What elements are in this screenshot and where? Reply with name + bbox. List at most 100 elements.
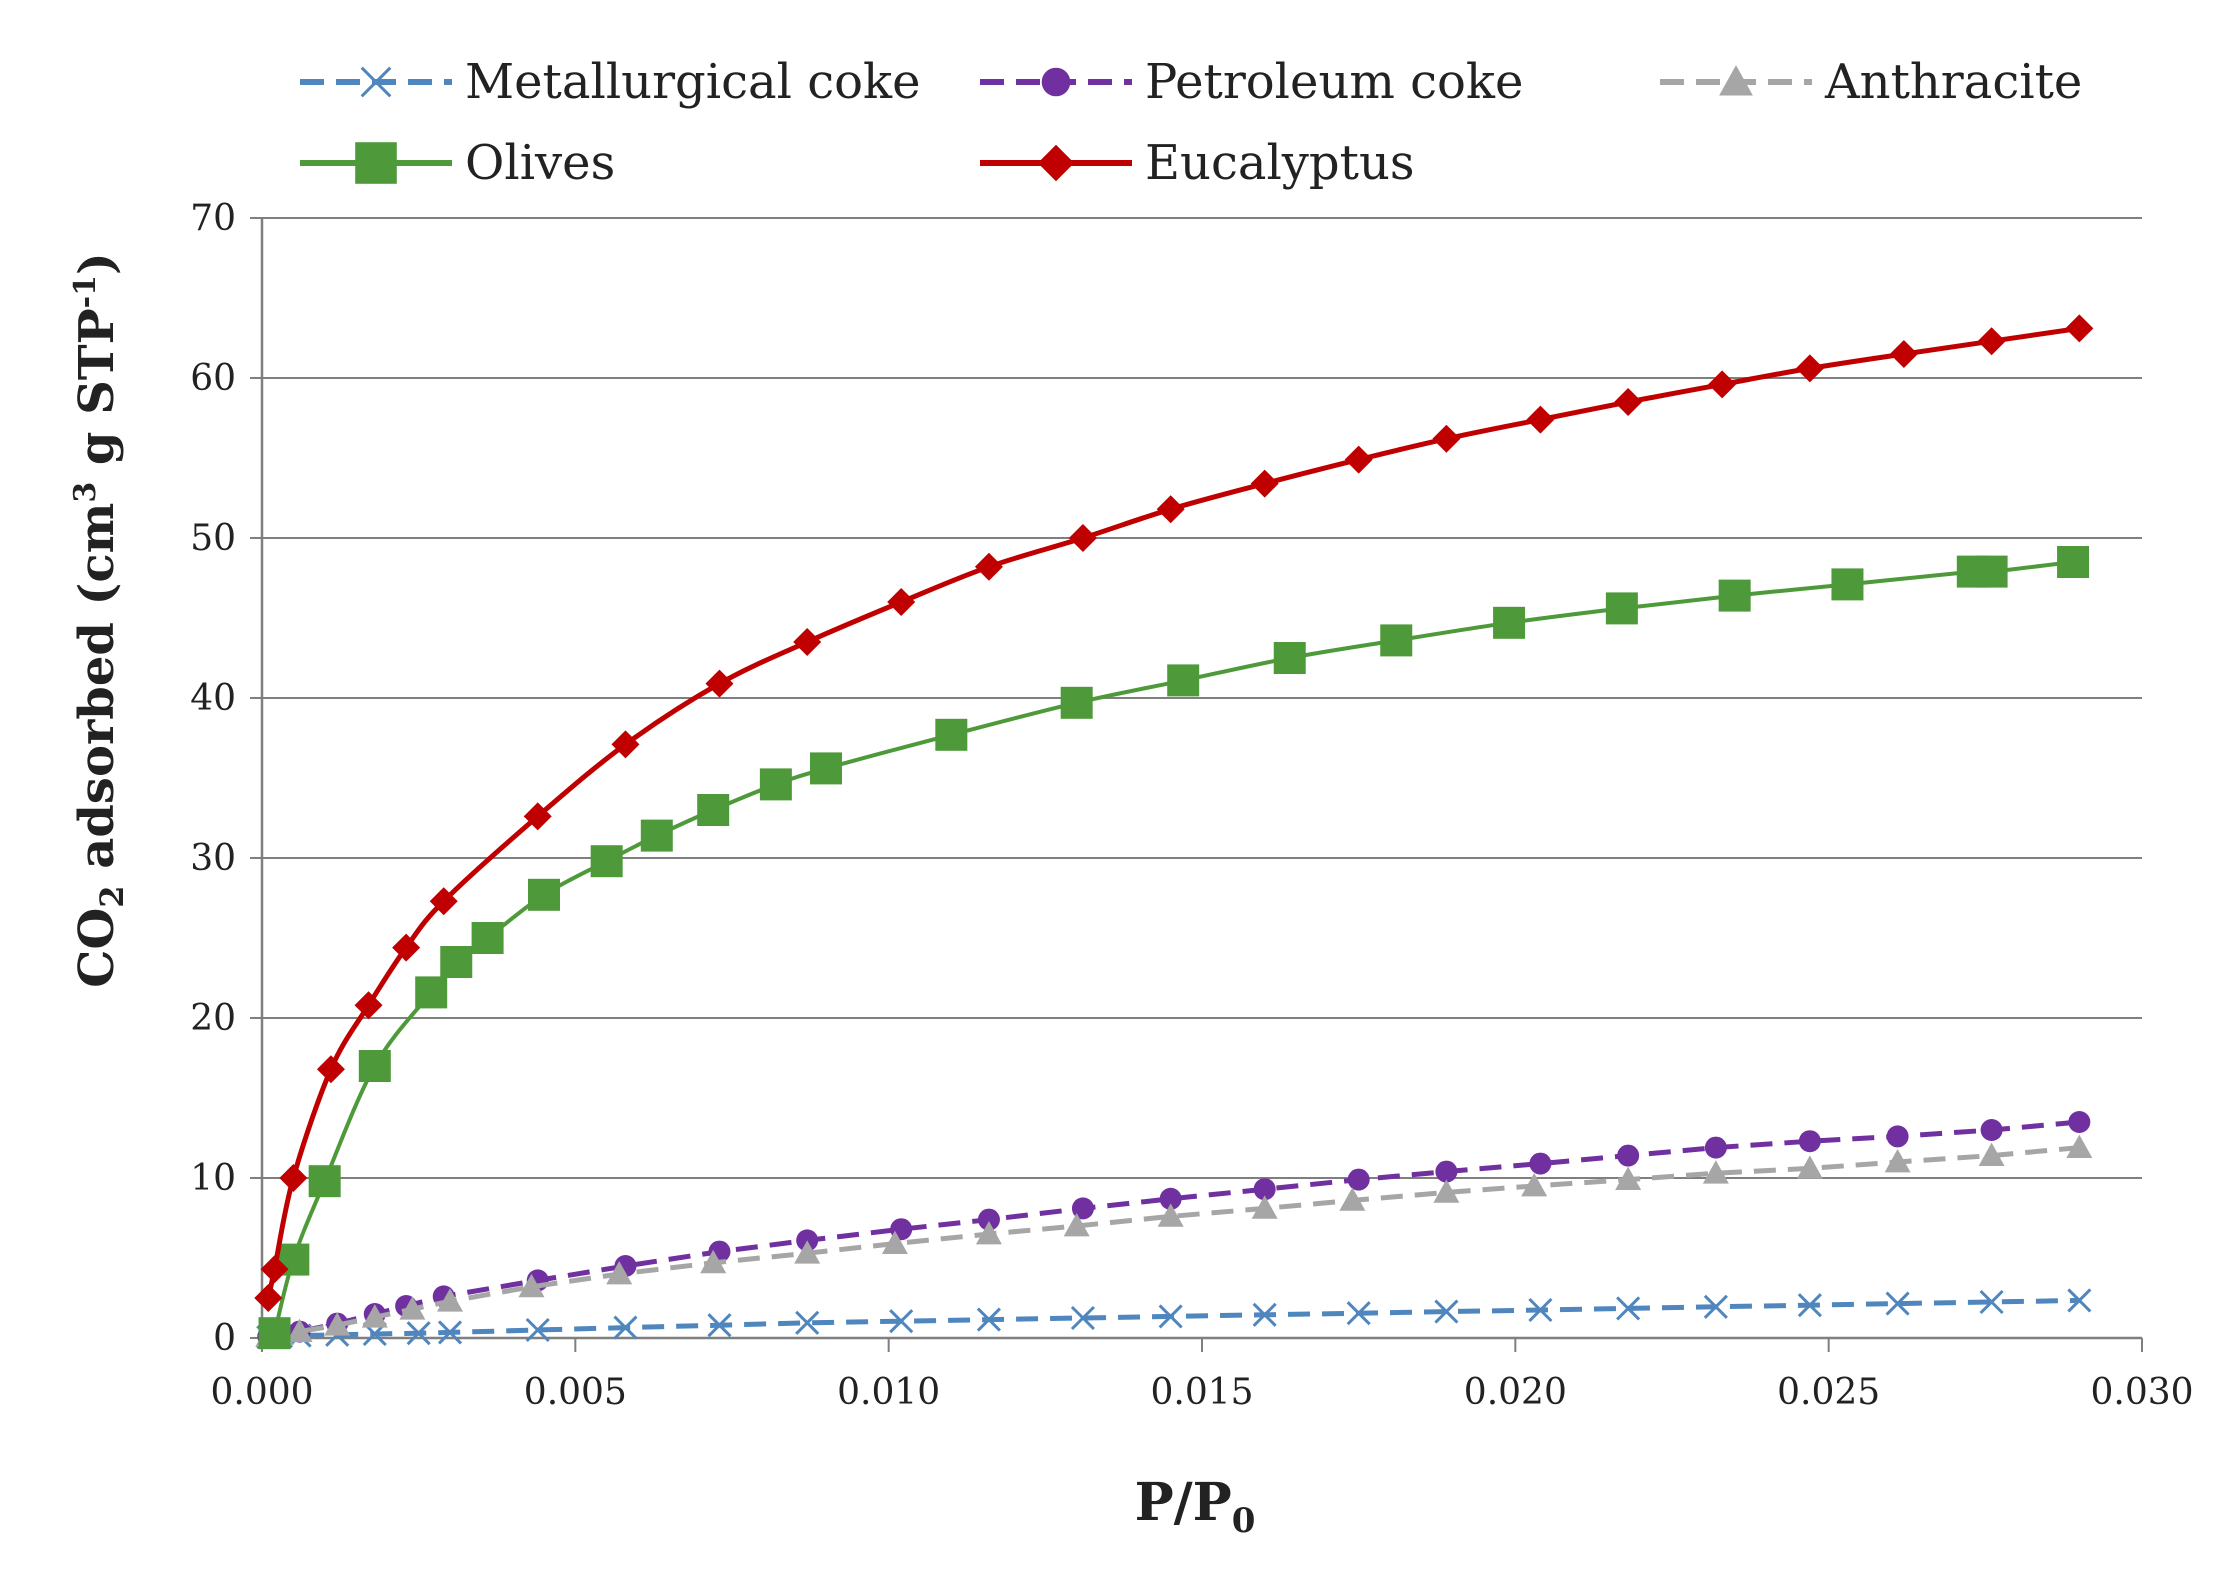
x-tick-label: 0.030 bbox=[2090, 1372, 2193, 1413]
y-axis-title-sup1: 3 bbox=[68, 482, 103, 503]
data-point-olives-7 bbox=[528, 878, 560, 911]
data-point-eucalyptus-1 bbox=[260, 1255, 289, 1284]
data-point-anthracite-17 bbox=[1433, 1179, 1460, 1203]
data-point-olives-24 bbox=[2057, 546, 2090, 578]
legend-label-olives: Olives bbox=[465, 135, 615, 191]
y-axis-title-sub1: 2 bbox=[93, 885, 131, 907]
data-point-metallurgical-coke-10 bbox=[795, 1310, 820, 1335]
data-point-petroleum-coke-16 bbox=[1347, 1168, 1370, 1191]
data-point-anthracite-8 bbox=[606, 1261, 633, 1285]
data-point-anthracite-16 bbox=[1339, 1187, 1366, 1211]
data-point-olives-0 bbox=[258, 1317, 291, 1350]
data-point-metallurgical-coke-9 bbox=[707, 1313, 732, 1338]
data-point-olives-5 bbox=[440, 946, 473, 978]
x-tick-label: 0.005 bbox=[524, 1372, 627, 1413]
data-point-petroleum-coke-20 bbox=[1704, 1136, 1727, 1159]
data-point-metallurgical-coke-5 bbox=[406, 1321, 431, 1346]
data-point-petroleum-coke-14 bbox=[1159, 1187, 1182, 1210]
data-point-anthracite-22 bbox=[1884, 1149, 1911, 1173]
data-point-eucalyptus-18 bbox=[1526, 405, 1555, 434]
data-point-olives-9 bbox=[640, 819, 673, 852]
data-point-olives-4 bbox=[415, 976, 448, 1009]
x-tick-label: 0.020 bbox=[1464, 1372, 1567, 1413]
data-point-eucalyptus-21 bbox=[1795, 354, 1824, 383]
data-point-eucalyptus-2 bbox=[279, 1164, 308, 1192]
data-point-metallurgical-coke-22 bbox=[1885, 1291, 1910, 1316]
data-point-metallurgical-coke-20 bbox=[1703, 1294, 1728, 1319]
data-point-olives-23 bbox=[1975, 555, 2008, 588]
data-point-metallurgical-coke-12 bbox=[976, 1307, 1001, 1332]
data-point-anthracite-13 bbox=[1063, 1213, 1090, 1237]
data-point-petroleum-coke-19 bbox=[1617, 1144, 1640, 1167]
series-layer bbox=[254, 314, 2094, 1350]
legend-marker-metallurgical-coke bbox=[360, 66, 392, 98]
gridlines bbox=[262, 217, 2142, 1179]
data-point-eucalyptus-22 bbox=[1889, 340, 1918, 368]
data-point-eucalyptus-14 bbox=[1156, 495, 1185, 524]
data-point-metallurgical-coke-19 bbox=[1616, 1296, 1641, 1321]
x-tick-label: 0.015 bbox=[1150, 1372, 1253, 1413]
data-point-petroleum-coke-17 bbox=[1435, 1160, 1458, 1183]
data-point-anthracite-10 bbox=[794, 1240, 821, 1264]
data-point-olives-14 bbox=[1060, 686, 1093, 719]
legend-marker-petroleum-coke bbox=[1041, 67, 1071, 97]
y-tick-label: 70 bbox=[190, 198, 236, 239]
data-point-metallurgical-coke-6 bbox=[437, 1320, 463, 1345]
legend-item-petroleum-coke: Petroleum coke bbox=[980, 54, 1523, 110]
legend-label-anthracite: Anthracite bbox=[1824, 54, 2082, 110]
series-eucalyptus bbox=[254, 314, 2094, 1312]
data-point-petroleum-coke-23 bbox=[1980, 1119, 2003, 1141]
y-axis-title-part2: adsorbed (cm bbox=[69, 503, 125, 869]
data-point-olives-16 bbox=[1273, 642, 1306, 674]
data-point-metallurgical-coke-21 bbox=[1797, 1293, 1822, 1318]
y-tick-label: 50 bbox=[190, 518, 236, 559]
data-point-metallurgical-coke-11 bbox=[889, 1309, 914, 1334]
axes: 0 10 20 30 40 50 60 70 0.000 0.005 0.010 0.015 0.020… bbox=[190, 198, 2193, 1413]
data-point-petroleum-coke-13 bbox=[1071, 1197, 1094, 1220]
data-point-eucalyptus-6 bbox=[429, 887, 458, 916]
data-point-petroleum-coke-18 bbox=[1529, 1152, 1552, 1175]
data-point-eucalyptus-9 bbox=[705, 669, 734, 698]
series-metallurgical-coke bbox=[256, 1288, 2092, 1350]
data-point-metallurgical-coke-14 bbox=[1158, 1304, 1183, 1329]
data-point-olives-18 bbox=[1493, 606, 1526, 639]
legend-marker-eucalyptus bbox=[1037, 144, 1075, 182]
data-point-anthracite-3 bbox=[324, 1312, 351, 1336]
data-point-anthracite-6 bbox=[437, 1288, 463, 1312]
y-tick-label: 60 bbox=[190, 358, 236, 399]
data-point-eucalyptus-11 bbox=[887, 588, 916, 616]
x-tick-label: 0.010 bbox=[837, 1372, 940, 1413]
data-point-eucalyptus-16 bbox=[1344, 445, 1373, 474]
data-point-olives-15 bbox=[1167, 664, 1200, 697]
data-point-eucalyptus-10 bbox=[793, 628, 822, 656]
data-point-metallurgical-coke-17 bbox=[1434, 1299, 1459, 1324]
data-point-anthracite-19 bbox=[1615, 1166, 1642, 1190]
series-olives bbox=[258, 546, 2090, 1350]
legend-label-eucalyptus: Eucalyptus bbox=[1145, 135, 1414, 191]
data-point-olives-11 bbox=[759, 768, 792, 801]
y-tick-label: 30 bbox=[190, 838, 236, 879]
legend-label-metallurgical-coke: Metallurgical coke bbox=[465, 54, 920, 110]
y-axis-title-sup2: -1 bbox=[68, 275, 103, 308]
data-point-eucalyptus-4 bbox=[354, 991, 383, 1020]
data-point-olives-21 bbox=[1831, 568, 1864, 601]
legend-label-petroleum-coke: Petroleum coke bbox=[1145, 54, 1523, 110]
data-point-eucalyptus-0 bbox=[254, 1284, 283, 1312]
y-axis-title-part3: g STP bbox=[69, 308, 125, 465]
data-point-eucalyptus-23 bbox=[1977, 327, 2006, 356]
data-point-metallurgical-coke-15 bbox=[1252, 1302, 1277, 1327]
data-point-eucalyptus-5 bbox=[392, 933, 421, 962]
y-tick-label: 20 bbox=[190, 998, 236, 1039]
data-point-olives-19 bbox=[1605, 592, 1638, 625]
data-point-anthracite-2 bbox=[286, 1318, 313, 1342]
data-point-eucalyptus-19 bbox=[1614, 388, 1643, 416]
x-axis-title-sub: 0 bbox=[1232, 1501, 1256, 1541]
legend: Metallurgical coke Petroleum coke Anthraci… bbox=[300, 54, 2082, 191]
data-point-metallurgical-coke-16 bbox=[1346, 1301, 1371, 1326]
data-point-anthracite-5 bbox=[399, 1296, 426, 1320]
y-axis-title-part4: ) bbox=[69, 252, 125, 275]
data-point-petroleum-coke-24 bbox=[2068, 1111, 2091, 1133]
data-point-metallurgical-coke-24 bbox=[2067, 1288, 2092, 1313]
legend-item-anthracite: Anthracite bbox=[1660, 54, 2082, 110]
